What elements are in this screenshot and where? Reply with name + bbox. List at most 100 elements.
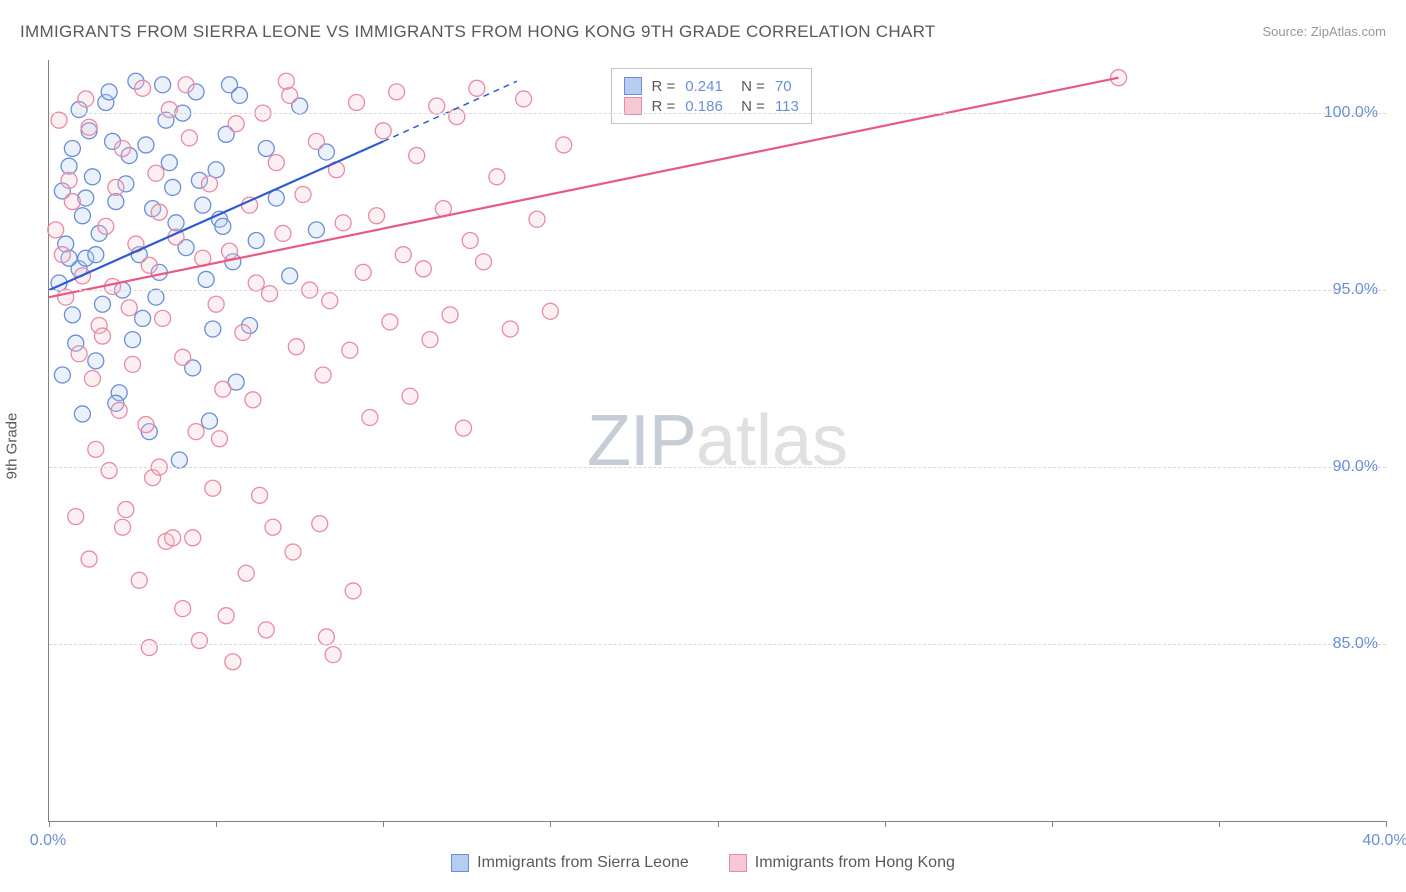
- gridline: [49, 644, 1386, 645]
- legend-item: Immigrants from Sierra Leone: [451, 854, 689, 872]
- data-point: [375, 123, 391, 139]
- data-point: [175, 601, 191, 617]
- data-point: [248, 233, 264, 249]
- data-point: [409, 148, 425, 164]
- data-point: [258, 622, 274, 638]
- data-point: [312, 516, 328, 532]
- legend-r-value: 0.241: [685, 78, 723, 95]
- data-point: [64, 140, 80, 156]
- data-point: [442, 307, 458, 323]
- data-point: [245, 392, 261, 408]
- data-point: [278, 73, 294, 89]
- legend-stats-row: R = 0.241 N = 70: [624, 77, 799, 95]
- data-point: [362, 409, 378, 425]
- x-tick: [1052, 821, 1053, 827]
- data-point: [81, 119, 97, 135]
- data-point: [165, 179, 181, 195]
- data-point: [215, 381, 231, 397]
- chart-title: IMMIGRANTS FROM SIERRA LEONE VS IMMIGRAN…: [20, 22, 936, 42]
- data-point: [84, 371, 100, 387]
- data-point: [115, 519, 131, 535]
- legend-bottom: Immigrants from Sierra Leone Immigrants f…: [0, 854, 1406, 872]
- data-point: [268, 155, 284, 171]
- gridline: [49, 467, 1386, 468]
- data-point: [262, 286, 278, 302]
- data-point: [78, 91, 94, 107]
- y-tick-label: 100.0%: [1324, 104, 1378, 122]
- legend-swatch: [451, 854, 469, 872]
- plot-area: ZIPatlas R = 0.241 N = 70R = 0.186 N = 1…: [48, 60, 1386, 822]
- data-point: [88, 247, 104, 263]
- data-point: [422, 332, 438, 348]
- data-point: [155, 77, 171, 93]
- data-point: [252, 487, 268, 503]
- data-point: [205, 480, 221, 496]
- data-point: [205, 321, 221, 337]
- x-tick: [885, 821, 886, 827]
- x-tick: [383, 821, 384, 827]
- y-tick-label: 95.0%: [1333, 281, 1378, 299]
- legend-label: Immigrants from Sierra Leone: [477, 854, 689, 872]
- data-point: [84, 169, 100, 185]
- data-point: [48, 222, 64, 238]
- data-point: [115, 140, 131, 156]
- data-point: [295, 187, 311, 203]
- data-point: [225, 654, 241, 670]
- data-point: [148, 165, 164, 181]
- x-tick: [49, 821, 50, 827]
- data-point: [318, 629, 334, 645]
- data-point: [108, 179, 124, 195]
- data-point: [402, 388, 418, 404]
- data-point: [111, 402, 127, 418]
- data-point: [64, 307, 80, 323]
- x-tick: [550, 821, 551, 827]
- data-point: [389, 84, 405, 100]
- data-point: [155, 310, 171, 326]
- data-point: [101, 463, 117, 479]
- legend-r-label: R =: [652, 98, 676, 115]
- data-point: [516, 91, 532, 107]
- data-point: [125, 332, 141, 348]
- data-point: [181, 130, 197, 146]
- data-point: [325, 647, 341, 663]
- data-point: [141, 640, 157, 656]
- data-point: [529, 211, 545, 227]
- data-point: [161, 155, 177, 171]
- data-point: [349, 94, 365, 110]
- data-point: [228, 116, 244, 132]
- data-point: [191, 632, 207, 648]
- data-point: [131, 572, 147, 588]
- data-point: [248, 275, 264, 291]
- data-point: [88, 441, 104, 457]
- x-tick: [1386, 821, 1387, 827]
- data-point: [542, 303, 558, 319]
- data-point: [51, 112, 67, 128]
- data-point: [175, 349, 191, 365]
- data-point: [476, 254, 492, 270]
- data-point: [469, 80, 485, 96]
- legend-n-label: N =: [733, 78, 765, 95]
- data-point: [121, 300, 137, 316]
- x-tick: [216, 821, 217, 827]
- x-tick: [718, 821, 719, 827]
- data-point: [64, 194, 80, 210]
- data-point: [235, 325, 251, 341]
- data-point: [138, 137, 154, 153]
- data-point: [429, 98, 445, 114]
- legend-swatch: [729, 854, 747, 872]
- gridline: [49, 113, 1386, 114]
- legend-item: Immigrants from Hong Kong: [729, 854, 955, 872]
- data-point: [282, 268, 298, 284]
- data-point: [238, 565, 254, 581]
- data-point: [74, 406, 90, 422]
- data-point: [215, 218, 231, 234]
- data-point: [211, 431, 227, 447]
- data-point: [54, 247, 70, 263]
- x-tick-label: 0.0%: [30, 832, 66, 850]
- data-point: [265, 519, 281, 535]
- data-point: [125, 356, 141, 372]
- y-tick-label: 90.0%: [1333, 458, 1378, 476]
- data-point: [282, 87, 298, 103]
- data-point: [315, 367, 331, 383]
- y-axis-label: 9th Grade: [4, 413, 21, 480]
